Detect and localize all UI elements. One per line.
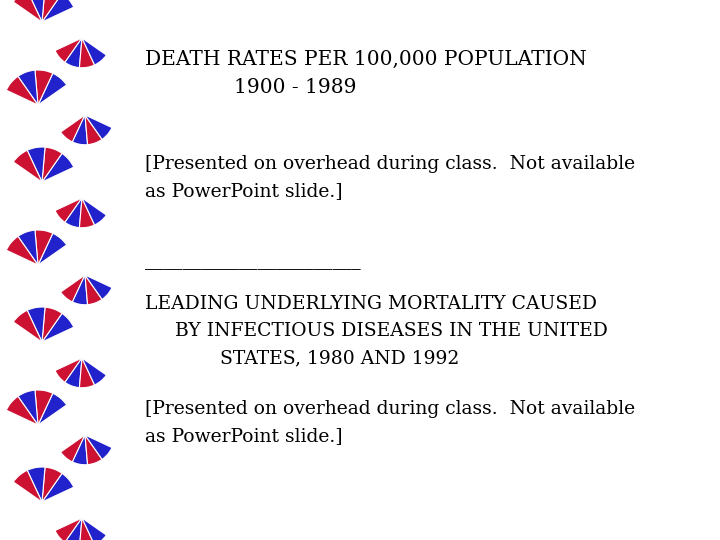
Text: 1900 - 1989: 1900 - 1989 [234,78,356,97]
Wedge shape [42,467,62,502]
Wedge shape [73,275,88,305]
Wedge shape [42,0,62,22]
Text: STATES, 1980 AND 1992: STATES, 1980 AND 1992 [220,349,459,367]
Text: [Presented on overhead during class.  Not available: [Presented on overhead during class. Not… [145,155,635,173]
Text: as PowerPoint slide.]: as PowerPoint slide.] [145,427,343,445]
Wedge shape [38,393,67,425]
Wedge shape [82,358,107,385]
Wedge shape [82,518,107,540]
Wedge shape [14,0,42,22]
Wedge shape [27,467,45,502]
Text: [Presented on overhead during class.  Not available: [Presented on overhead during class. Not… [145,400,635,418]
Wedge shape [79,38,94,68]
Wedge shape [73,435,88,465]
Wedge shape [85,115,112,139]
Wedge shape [65,38,82,68]
Wedge shape [42,0,73,22]
Wedge shape [79,518,94,540]
Wedge shape [79,358,94,388]
Wedge shape [14,150,42,182]
Wedge shape [38,233,67,265]
Wedge shape [42,474,73,502]
Wedge shape [6,396,38,425]
Wedge shape [35,390,53,425]
Wedge shape [42,147,62,182]
Wedge shape [65,518,82,540]
Wedge shape [85,115,102,145]
Text: DEATH RATES PER 100,000 POPULATION: DEATH RATES PER 100,000 POPULATION [145,50,587,69]
Wedge shape [18,70,38,105]
Wedge shape [82,198,107,225]
Text: _______________________: _______________________ [145,252,361,270]
Wedge shape [79,198,94,228]
Wedge shape [27,147,45,182]
Wedge shape [42,153,73,182]
Wedge shape [42,307,62,342]
Wedge shape [35,70,53,105]
Wedge shape [65,198,82,228]
Text: BY INFECTIOUS DISEASES IN THE UNITED: BY INFECTIOUS DISEASES IN THE UNITED [175,322,608,340]
Wedge shape [27,0,45,22]
Wedge shape [73,115,88,145]
Text: LEADING UNDERLYING MORTALITY CAUSED: LEADING UNDERLYING MORTALITY CAUSED [145,295,597,313]
Wedge shape [85,275,112,299]
Wedge shape [14,310,42,342]
Wedge shape [38,73,67,105]
Wedge shape [35,230,53,265]
Wedge shape [6,237,38,265]
Wedge shape [60,435,85,462]
Wedge shape [55,198,82,222]
Wedge shape [85,435,102,464]
Wedge shape [55,518,82,540]
Wedge shape [6,76,38,105]
Wedge shape [65,358,82,388]
Wedge shape [55,38,82,62]
Wedge shape [18,230,38,265]
Wedge shape [85,435,112,460]
Wedge shape [85,275,102,305]
Wedge shape [42,313,73,342]
Wedge shape [55,358,82,382]
Wedge shape [60,275,85,302]
Text: as PowerPoint slide.]: as PowerPoint slide.] [145,182,343,200]
Wedge shape [82,38,107,65]
Wedge shape [60,115,85,142]
Wedge shape [14,470,42,502]
Wedge shape [27,307,45,342]
Wedge shape [18,390,38,425]
